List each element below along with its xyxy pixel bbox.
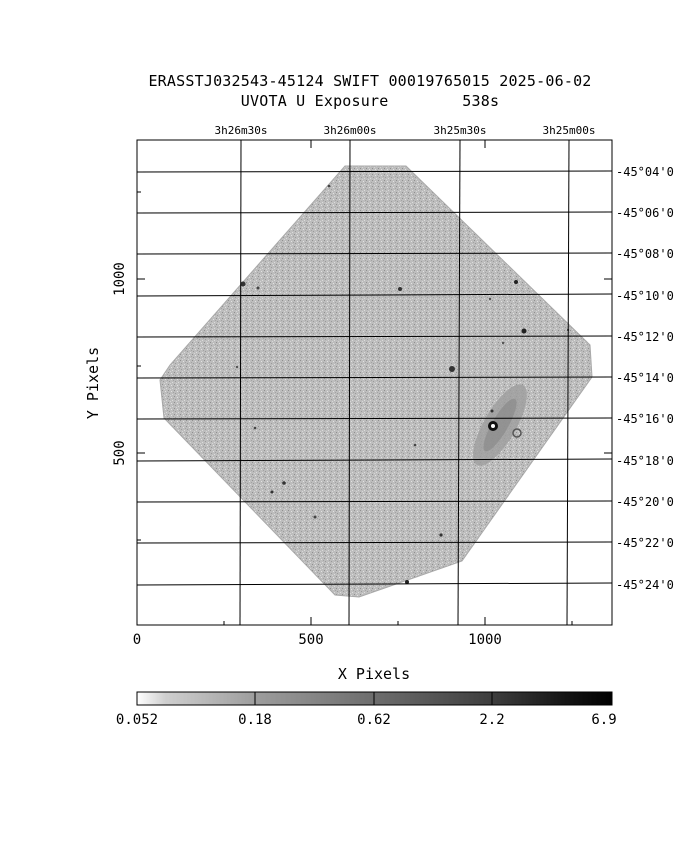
x-tick-label: 0	[133, 632, 141, 648]
y-tick-label: 500	[112, 440, 128, 465]
dec-label: -45°04'0	[616, 165, 674, 179]
dec-label: -45°18'0	[616, 454, 674, 468]
exposure-footprint	[159, 165, 593, 598]
dec-labels: -45°04'0 -45°06'0 -45°08'0 -45°10'0 -45°…	[616, 165, 674, 592]
dec-label: -45°10'0	[616, 289, 674, 303]
ra-label: 3h26m30s	[215, 124, 268, 137]
y-tick-label: 1000	[112, 262, 128, 296]
y-axis-label: Y Pixels	[84, 347, 102, 419]
x-axis-label: X Pixels	[338, 665, 410, 683]
plot-frame	[136, 139, 613, 626]
colorbar-label: 0.052	[116, 712, 158, 728]
dec-label: -45°14'0	[616, 371, 674, 385]
extended-galaxy	[473, 384, 527, 466]
ra-label: 3h25m30s	[434, 124, 487, 137]
x-tick-label: 500	[298, 632, 323, 648]
dec-label: -45°08'0	[616, 247, 674, 261]
point-sources	[235, 184, 570, 584]
ra-label: 3h25m00s	[543, 124, 596, 137]
colorbar-label: 6.9	[591, 712, 616, 728]
coordinate-grid	[137, 140, 612, 625]
colorbar: 0.052 0.18 0.62 2.2 6.9	[116, 691, 617, 728]
dec-label: -45°22'0	[616, 536, 674, 550]
dec-label: -45°24'0	[616, 578, 674, 592]
dec-label: -45°12'0	[616, 330, 674, 344]
x-tick-label: 1000	[468, 632, 502, 648]
colorbar-label: 2.2	[479, 712, 504, 728]
dec-label: -45°16'0	[616, 412, 674, 426]
plot-title-line-2: UVOTA U Exposure 538s	[240, 92, 500, 110]
colorbar-label: 0.62	[357, 712, 391, 728]
dec-label: -45°06'0	[616, 206, 674, 220]
ra-label: 3h26m00s	[324, 124, 377, 137]
dec-label: -45°20'0	[616, 495, 674, 509]
colorbar-label: 0.18	[238, 712, 272, 728]
plot-title-line-1: ERASSTJ032543-45124 SWIFT 00019765015 20…	[148, 72, 592, 90]
y-axis-ticks	[137, 191, 612, 541]
x-axis-ticks	[136, 140, 573, 625]
